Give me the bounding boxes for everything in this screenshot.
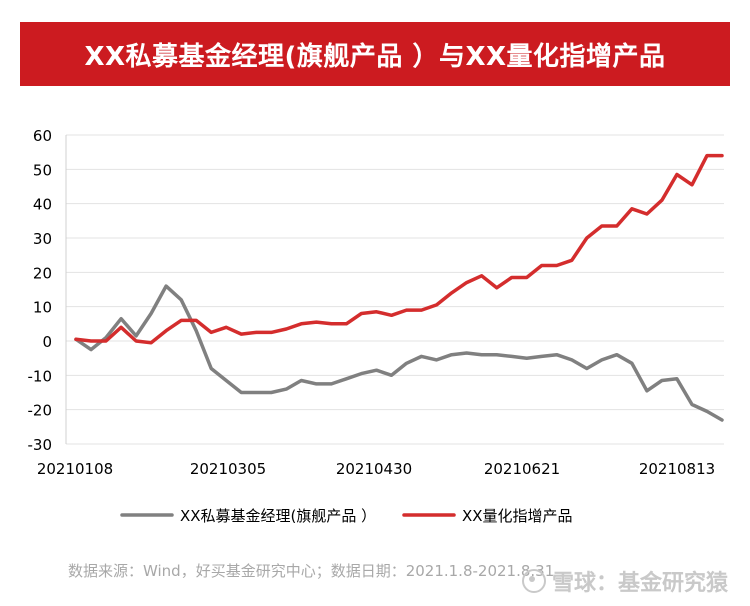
y-tick-label: -10 bbox=[28, 367, 53, 385]
x-tick-label: 20210621 bbox=[484, 460, 560, 478]
x-tick-label: 20210305 bbox=[190, 460, 266, 478]
watermark-text: 雪球：基金研究猿 bbox=[551, 571, 728, 596]
legend: XX私募基金经理(旗舰产品 ） XX量化指增产品 bbox=[120, 507, 573, 525]
chart-title: XX私募基金经理(旗舰产品 ）与XX量化指增产品 bbox=[84, 41, 666, 72]
snowball-logo-icon bbox=[521, 569, 546, 593]
x-tick-label: 20210430 bbox=[336, 460, 412, 478]
y-tick-label: 40 bbox=[33, 196, 52, 214]
x-tick-label: 20210108 bbox=[37, 460, 113, 478]
watermark: 雪球：基金研究猿 bbox=[521, 565, 728, 597]
y-tick-label: 10 bbox=[33, 299, 52, 317]
y-tick-label: 20 bbox=[33, 264, 52, 282]
y-tick-label: 60 bbox=[33, 127, 52, 145]
series-line-gray bbox=[74, 284, 724, 422]
y-tick-label: 30 bbox=[33, 230, 52, 248]
y-tick-label: -30 bbox=[28, 436, 53, 454]
source-note: 数据来源：Wind，好买基金研究中心；数据日期：2021.1.8-2021.8.… bbox=[68, 562, 555, 580]
legend-label: XX量化指增产品 bbox=[462, 507, 573, 525]
grid-lines bbox=[65, 134, 724, 445]
title-banner bbox=[20, 22, 730, 86]
x-tick-label: 20210813 bbox=[639, 460, 715, 478]
y-tick-label: -20 bbox=[28, 402, 53, 420]
series-lines bbox=[74, 153, 724, 422]
legend-label: XX私募基金经理(旗舰产品 ） bbox=[180, 507, 376, 525]
series-line-red bbox=[74, 153, 724, 345]
y-tick-label: 50 bbox=[33, 161, 52, 179]
x-axis-ticks: 20210108 20210305 20210430 20210621 20210813 bbox=[37, 460, 715, 478]
y-tick-label: 0 bbox=[42, 333, 52, 351]
y-axis-ticks: 60 50 40 30 20 10 0 -10 -20 -30 bbox=[28, 127, 53, 454]
